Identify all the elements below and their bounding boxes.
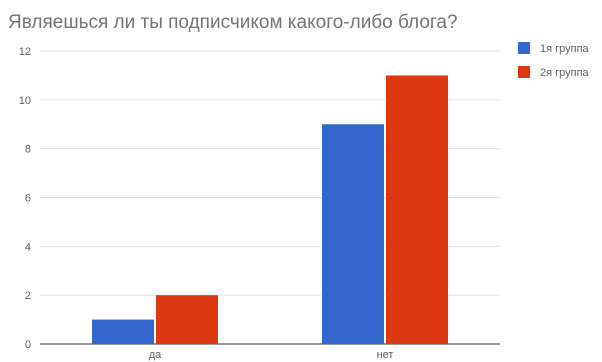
legend-label: 1я группа xyxy=(540,43,590,55)
y-axis-ticks: 0 2 4 6 8 10 12 xyxy=(19,46,31,351)
chart-title: Являешься ли ты подписчиком какого-либо … xyxy=(8,12,458,33)
x-category-label: нет xyxy=(377,349,394,361)
legend-label: 2я группа xyxy=(540,67,590,79)
y-tick-label: 10 xyxy=(19,95,31,107)
y-tick-label: 8 xyxy=(25,144,31,156)
bar-2-2 xyxy=(386,75,448,345)
y-tick-label: 2 xyxy=(25,290,31,302)
y-tick-label: 4 xyxy=(25,241,31,253)
bars xyxy=(92,75,448,345)
gridlines xyxy=(40,50,500,345)
bar-2-1 xyxy=(156,295,218,344)
legend: 1я группа 2я группа xyxy=(518,42,590,79)
bar-1-2 xyxy=(322,124,384,344)
legend-swatch xyxy=(518,66,530,78)
y-tick-label: 0 xyxy=(25,339,31,351)
y-tick-label: 6 xyxy=(25,193,31,205)
legend-swatch xyxy=(518,42,530,54)
y-tick-label: 12 xyxy=(19,46,31,58)
x-category-label: да xyxy=(149,349,162,361)
bar-1-1 xyxy=(92,319,154,344)
x-axis-categories: да нет xyxy=(149,349,394,361)
